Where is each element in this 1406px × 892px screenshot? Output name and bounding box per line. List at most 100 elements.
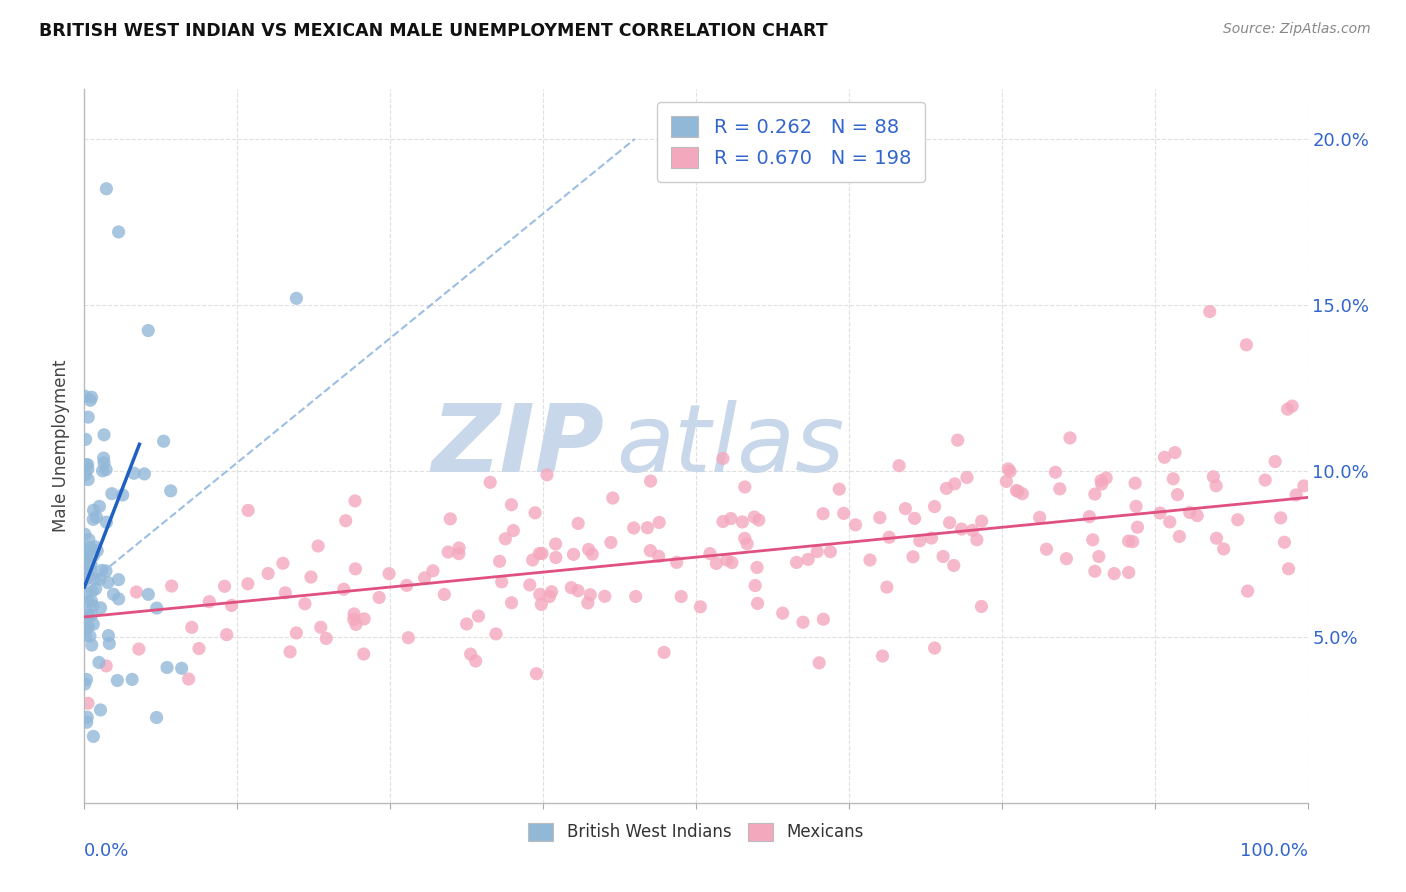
Point: [76, 715, 98, 730]
Point: [599, 535, 621, 549]
Point: [772, 606, 794, 620]
Point: [75, 458, 97, 472]
Point: [887, 458, 910, 473]
Point: [744, 510, 766, 524]
Point: [544, 550, 567, 565]
Point: [464, 654, 486, 668]
Point: [734, 532, 756, 546]
Point: [77, 619, 100, 633]
Legend: British West Indians, Mexicans: British West Indians, Mexicans: [522, 816, 870, 848]
Point: [79, 541, 101, 555]
Point: [353, 647, 375, 661]
Text: atlas: atlas: [616, 401, 845, 491]
Point: [84, 582, 107, 596]
Point: [77, 473, 100, 487]
Point: [501, 596, 523, 610]
Point: [89, 703, 111, 717]
Point: [1264, 454, 1286, 468]
Point: [75, 467, 97, 482]
Point: [924, 640, 946, 655]
Point: [198, 594, 221, 608]
Point: [844, 517, 866, 532]
Point: [962, 524, 984, 538]
Point: [156, 660, 179, 674]
Point: [538, 590, 561, 604]
Point: [1168, 529, 1191, 543]
Point: [125, 585, 148, 599]
Point: [488, 554, 510, 568]
Point: [84, 572, 107, 586]
Text: 0.0%: 0.0%: [84, 842, 129, 860]
Point: [529, 587, 551, 601]
Point: [956, 470, 979, 484]
Point: [121, 673, 143, 687]
Point: [96, 659, 118, 673]
Point: [1226, 513, 1249, 527]
Point: [467, 609, 489, 624]
Point: [128, 642, 150, 657]
Point: [479, 475, 502, 490]
Point: [82, 730, 104, 744]
Point: [689, 599, 711, 614]
Point: [530, 598, 553, 612]
Point: [485, 627, 508, 641]
Point: [343, 494, 366, 508]
Point: [1090, 477, 1112, 491]
Point: [1118, 566, 1140, 580]
Point: [188, 641, 211, 656]
Point: [924, 500, 946, 514]
Point: [307, 539, 329, 553]
Point: [970, 514, 993, 528]
Point: [105, 673, 128, 688]
Point: [101, 486, 124, 500]
Point: [811, 507, 834, 521]
Point: [94, 564, 117, 578]
Point: [669, 590, 692, 604]
Point: [1212, 541, 1234, 556]
Point: [422, 564, 444, 578]
Point: [77, 410, 100, 425]
Point: [832, 507, 855, 521]
Point: [80, 390, 103, 404]
Point: [77, 533, 100, 547]
Point: [83, 549, 105, 563]
Point: [82, 617, 104, 632]
Point: [536, 467, 558, 482]
Point: [73, 564, 96, 578]
Point: [353, 612, 375, 626]
Point: [869, 510, 891, 524]
Point: [90, 563, 112, 577]
Point: [82, 599, 104, 613]
Point: [86, 510, 108, 524]
Point: [86, 543, 108, 558]
Point: [103, 587, 125, 601]
Point: [75, 433, 97, 447]
Point: [950, 522, 973, 536]
Point: [748, 513, 770, 527]
Point: [502, 524, 524, 538]
Point: [998, 465, 1021, 479]
Point: [624, 590, 647, 604]
Point: [1005, 483, 1028, 498]
Point: [107, 591, 129, 606]
Point: [93, 456, 115, 470]
Point: [1084, 564, 1107, 578]
Point: [98, 636, 121, 650]
Point: [1236, 584, 1258, 599]
Point: [73, 677, 96, 691]
Point: [716, 553, 738, 567]
Point: [1123, 476, 1146, 491]
Point: [1205, 531, 1227, 545]
Point: [96, 182, 118, 196]
Point: [1202, 470, 1225, 484]
Point: [285, 626, 308, 640]
Point: [97, 575, 120, 590]
Point: [79, 629, 101, 643]
Text: 100.0%: 100.0%: [1240, 842, 1308, 860]
Point: [665, 555, 688, 569]
Point: [932, 549, 955, 564]
Point: [344, 617, 367, 632]
Point: [1122, 534, 1144, 549]
Point: [529, 547, 551, 561]
Point: [560, 581, 582, 595]
